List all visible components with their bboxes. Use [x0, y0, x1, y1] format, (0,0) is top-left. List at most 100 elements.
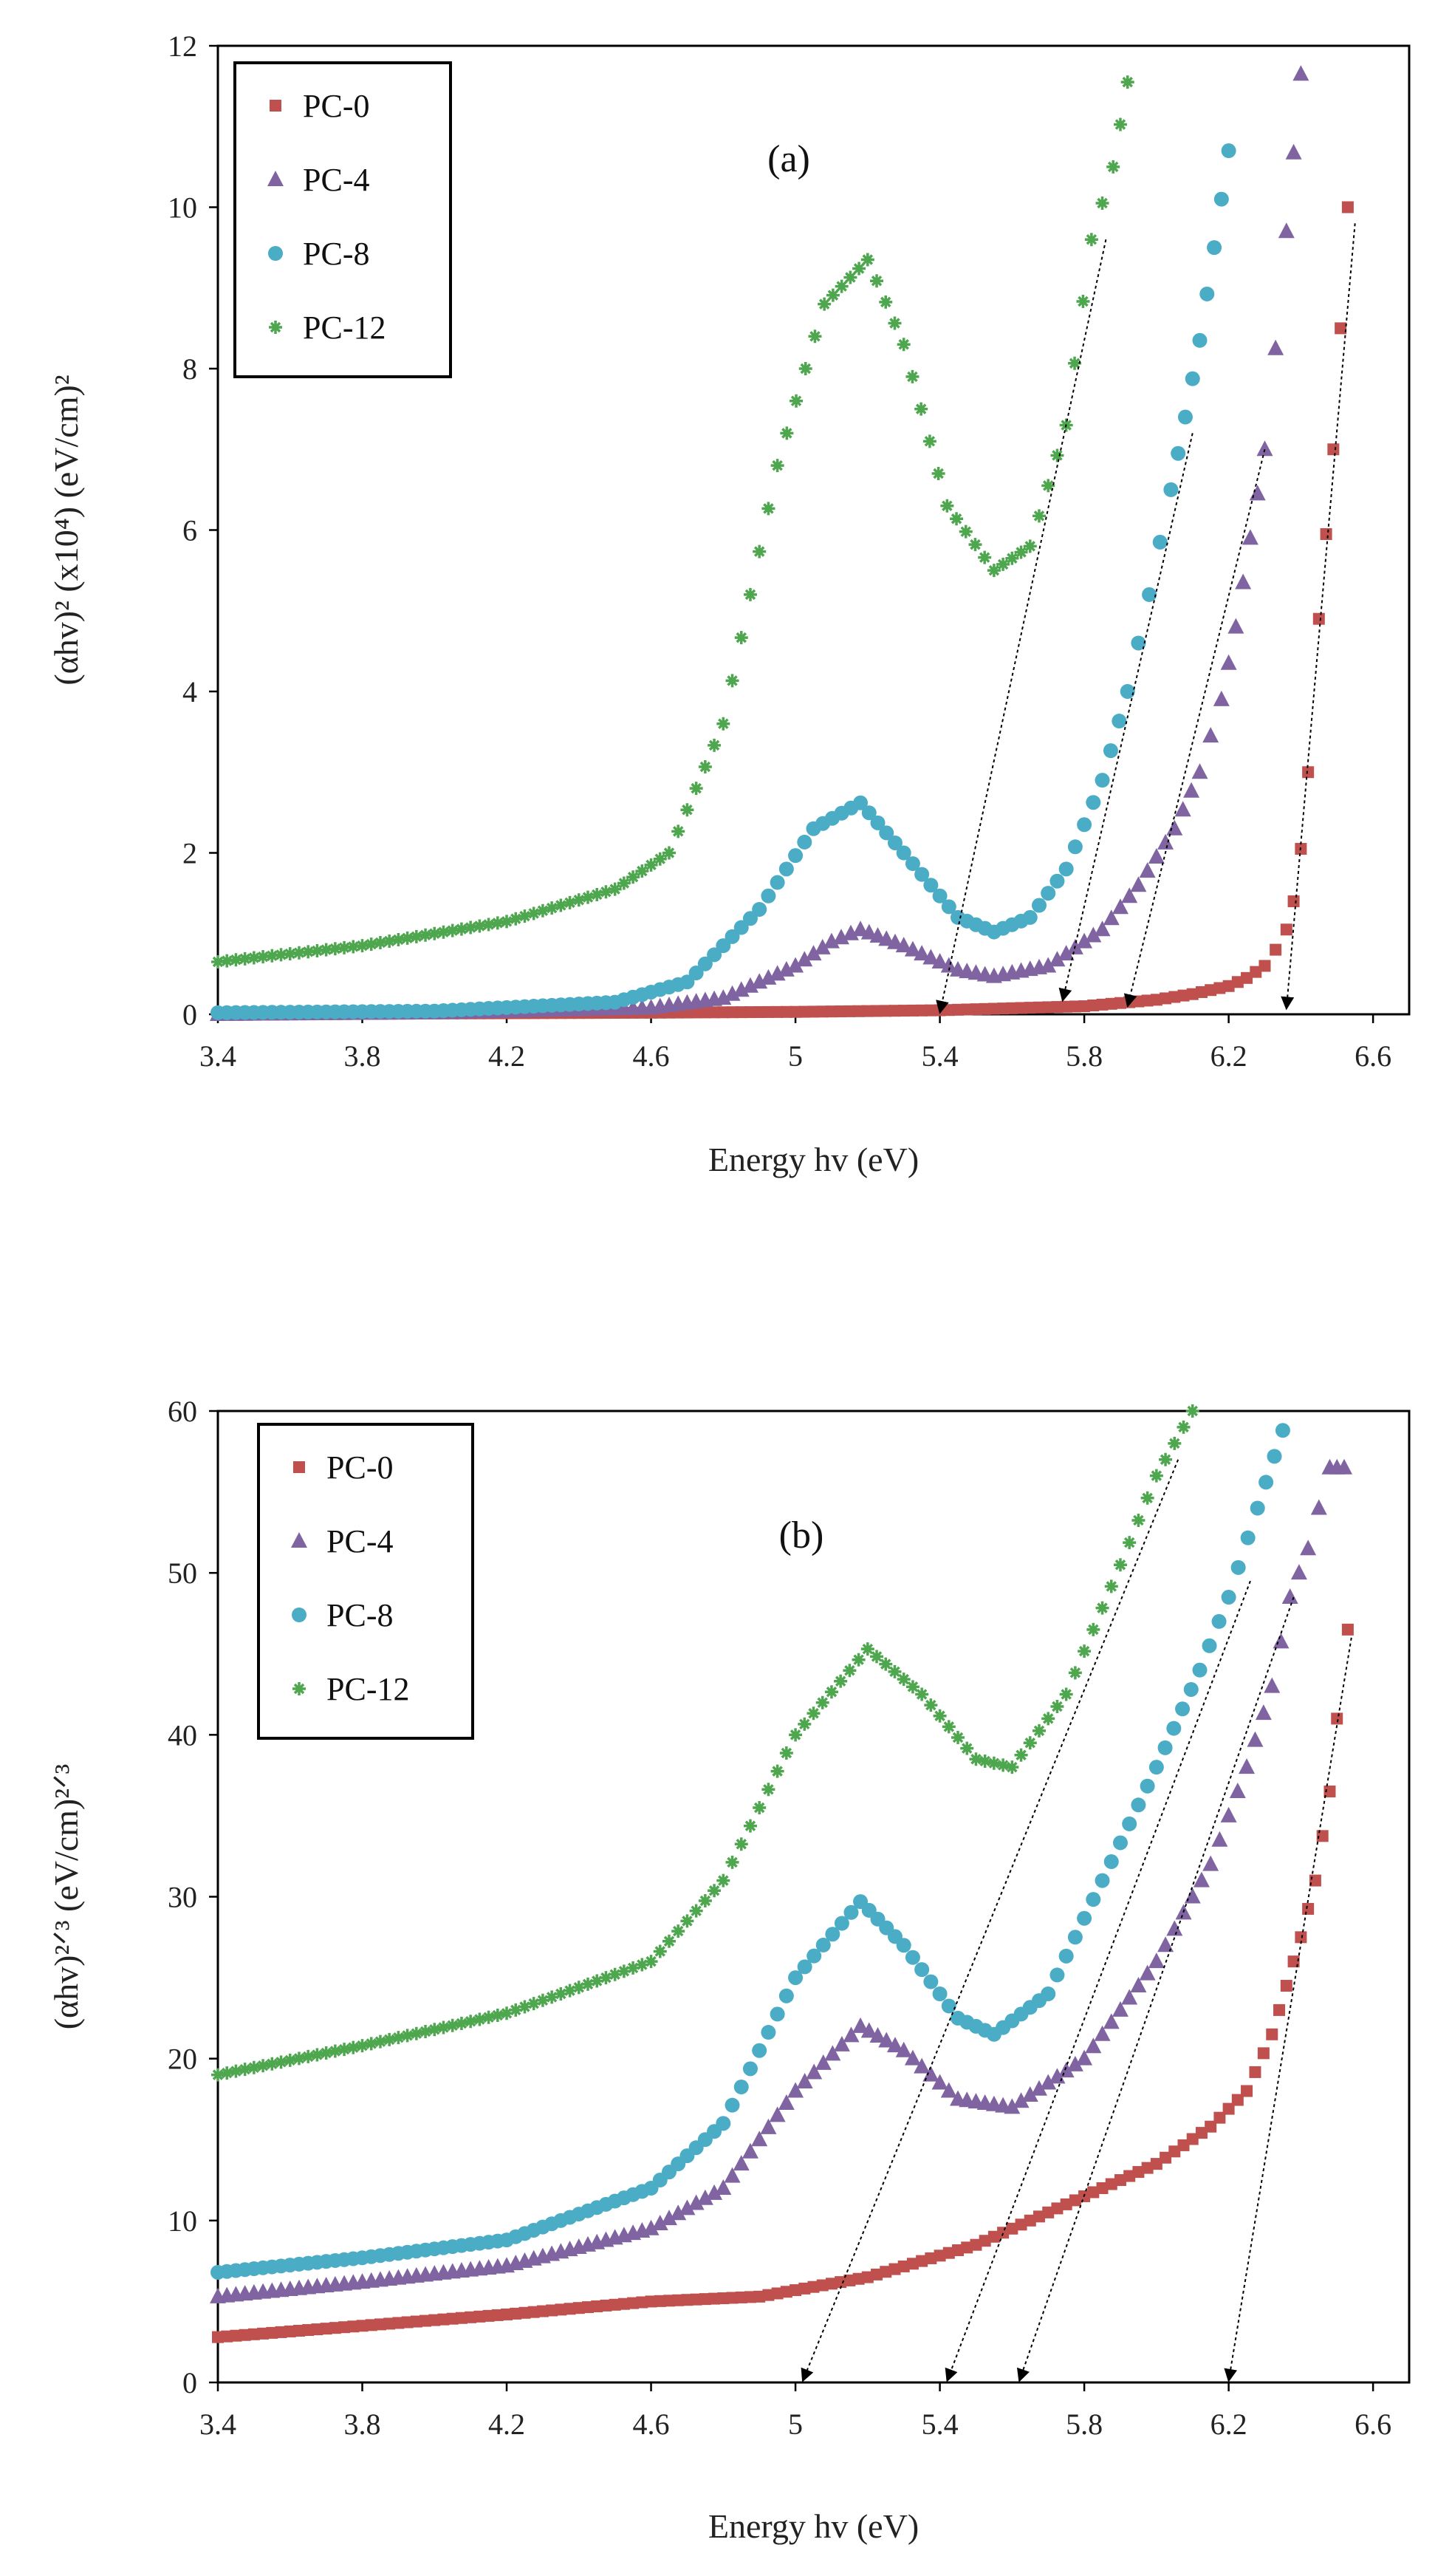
data-point [347, 2320, 360, 2333]
data-point [1166, 1920, 1183, 1936]
data-point [535, 903, 549, 918]
data-point [699, 2293, 711, 2306]
data-point [906, 1004, 919, 1017]
data-point [852, 262, 866, 276]
data-point [1193, 1871, 1210, 1887]
data-point [373, 2035, 387, 2049]
data-point [1202, 1855, 1219, 1871]
data-point [1077, 817, 1092, 833]
data-point [871, 2268, 883, 2281]
y-tick-label: 4 [182, 675, 197, 708]
data-point [238, 952, 252, 966]
data-point [816, 2279, 829, 2292]
data-point [536, 2305, 549, 2317]
data-point [716, 717, 730, 731]
data-point [1174, 801, 1191, 817]
data-point [715, 2179, 732, 2195]
data-point [1278, 222, 1295, 239]
data-point [1095, 1873, 1110, 1888]
data-point [826, 288, 840, 302]
data-point [880, 1005, 892, 1017]
data-point [1023, 1736, 1037, 1750]
y-tick-label: 0 [182, 2366, 197, 2399]
data-point [1195, 985, 1208, 998]
data-point [1175, 1701, 1191, 1717]
data-point [852, 1005, 865, 1017]
data-point [753, 2290, 766, 2303]
series-pc-8 [210, 143, 1236, 1020]
data-point [825, 2278, 838, 2290]
data-point [365, 2319, 377, 2331]
data-point [1264, 1677, 1281, 1693]
data-point [1149, 1469, 1163, 1483]
data-point [490, 916, 504, 930]
data-point [1078, 1644, 1092, 1658]
data-point [374, 2318, 386, 2331]
legend-marker [269, 321, 282, 334]
data-point [509, 912, 523, 926]
data-point [1195, 2127, 1208, 2139]
data-point [725, 1855, 739, 1869]
data-point [1041, 479, 1055, 493]
extrapolation-arrow [1016, 1596, 1295, 2382]
data-point [400, 2029, 414, 2043]
data-point [1222, 2102, 1235, 2115]
x-tick-label: 3.4 [199, 1039, 236, 1073]
data-point [662, 1934, 676, 1948]
data-point [879, 825, 894, 841]
data-point [419, 2024, 433, 2038]
data-point [923, 878, 939, 893]
data-point [1341, 1623, 1354, 1636]
data-point [1159, 1452, 1173, 1466]
x-axis-title: Energy hv (eV) [708, 1141, 919, 1178]
data-point [564, 2303, 576, 2315]
data-point [1255, 1704, 1272, 1721]
data-point [798, 2282, 811, 2295]
x-tick-label: 5.4 [922, 2408, 959, 2441]
data-point [1078, 1000, 1091, 1013]
data-point [635, 864, 649, 878]
data-point [734, 631, 748, 645]
data-point [654, 2295, 666, 2307]
data-point [1067, 839, 1083, 855]
data-point [364, 937, 378, 952]
data-point [897, 1673, 911, 1687]
data-point [843, 1005, 856, 1017]
data-point [940, 957, 957, 973]
data-point [608, 882, 622, 896]
data-point [770, 459, 784, 473]
data-point [221, 2330, 233, 2343]
data-point [1186, 988, 1199, 1000]
data-point [853, 795, 869, 810]
data-point [869, 2026, 886, 2043]
data-point [319, 2046, 333, 2060]
data-point [1051, 1001, 1064, 1014]
data-point [824, 2045, 841, 2061]
data-point [1094, 920, 1111, 937]
data-point [572, 893, 586, 907]
data-point [771, 2287, 784, 2300]
data-point [914, 1962, 930, 1978]
data-point [1131, 1797, 1146, 1813]
data-point [391, 2031, 405, 2045]
data-point [1292, 65, 1309, 81]
data-point [860, 1642, 874, 1656]
data-point [733, 981, 750, 997]
data-point [1014, 1748, 1028, 1762]
data-point [788, 848, 804, 864]
extrapolation-arrow [1224, 1637, 1352, 2382]
data-point [311, 2323, 323, 2336]
data-point [1300, 1540, 1317, 1556]
data-point [843, 1904, 859, 1920]
data-point [1032, 1723, 1046, 1738]
data-point [922, 949, 939, 965]
data-point [797, 1959, 812, 1975]
data-point [409, 2026, 423, 2040]
data-point [787, 957, 804, 973]
data-point [590, 887, 604, 901]
data-point [329, 2322, 341, 2334]
legend-marker [267, 171, 284, 186]
data-point [572, 2302, 585, 2314]
data-point [428, 926, 442, 940]
